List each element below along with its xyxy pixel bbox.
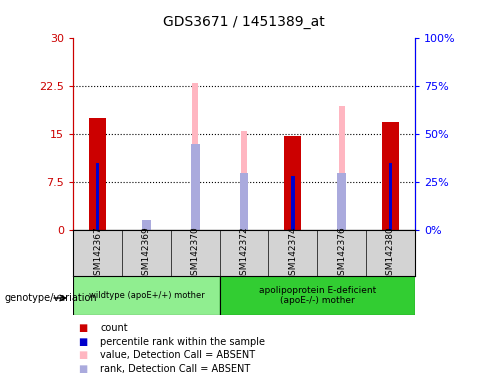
Text: percentile rank within the sample: percentile rank within the sample bbox=[100, 337, 265, 347]
Text: GSM142369: GSM142369 bbox=[142, 226, 151, 281]
Text: GSM142374: GSM142374 bbox=[288, 226, 297, 281]
Bar bbox=[192, 83, 198, 230]
Bar bbox=[73, 276, 220, 315]
Text: wildtype (apoE+/+) mother: wildtype (apoE+/+) mother bbox=[88, 291, 204, 300]
Bar bbox=[337, 173, 346, 230]
Bar bbox=[339, 106, 345, 230]
Bar bbox=[142, 220, 151, 230]
Text: GSM142372: GSM142372 bbox=[240, 226, 248, 281]
Bar bbox=[73, 276, 220, 315]
Bar bbox=[89, 118, 106, 230]
Text: rank, Detection Call = ABSENT: rank, Detection Call = ABSENT bbox=[100, 364, 250, 374]
Bar bbox=[284, 136, 301, 230]
Text: GSM142376: GSM142376 bbox=[337, 226, 346, 281]
Text: genotype/variation: genotype/variation bbox=[5, 293, 98, 303]
Bar bbox=[291, 176, 295, 230]
Text: ■: ■ bbox=[78, 323, 87, 333]
Bar bbox=[389, 163, 392, 230]
Bar bbox=[220, 276, 415, 315]
Text: ■: ■ bbox=[78, 337, 87, 347]
Text: apolipoprotein E-deficient
(apoE-/-) mother: apolipoprotein E-deficient (apoE-/-) mot… bbox=[259, 286, 376, 305]
Text: value, Detection Call = ABSENT: value, Detection Call = ABSENT bbox=[100, 350, 255, 360]
Text: ■: ■ bbox=[78, 350, 87, 360]
Bar bbox=[382, 122, 399, 230]
Text: GSM142370: GSM142370 bbox=[191, 226, 200, 281]
Bar bbox=[96, 163, 100, 230]
Bar bbox=[143, 221, 149, 230]
Text: GSM142380: GSM142380 bbox=[386, 226, 395, 281]
Bar bbox=[191, 144, 200, 230]
Text: ■: ■ bbox=[78, 364, 87, 374]
Text: GSM142367: GSM142367 bbox=[93, 226, 102, 281]
Text: GDS3671 / 1451389_at: GDS3671 / 1451389_at bbox=[163, 15, 325, 29]
Bar bbox=[220, 276, 415, 315]
Bar bbox=[241, 131, 247, 230]
Bar bbox=[240, 173, 248, 230]
Text: count: count bbox=[100, 323, 128, 333]
